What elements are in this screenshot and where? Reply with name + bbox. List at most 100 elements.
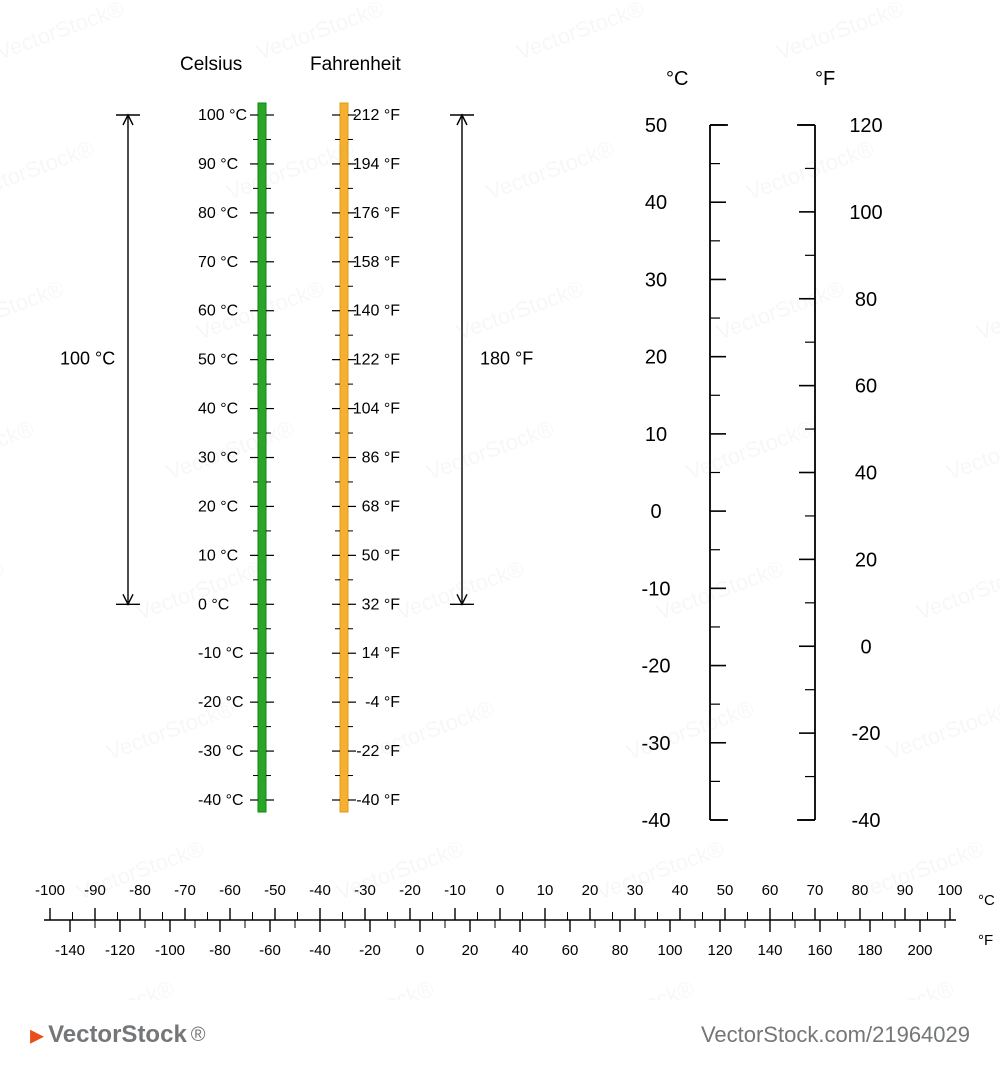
- celsius-tick-label: 90 °C: [198, 156, 238, 173]
- bottom-c-unit: °C: [978, 892, 995, 909]
- fahrenheit-title: Fahrenheit: [310, 54, 402, 75]
- right-c-tick-label: 20: [645, 347, 667, 369]
- right-c-tick-label: 10: [645, 424, 667, 446]
- bottom-c-label: 50: [717, 882, 734, 899]
- celsius-bar: [258, 103, 266, 812]
- fahrenheit-tick-label: 104 °F: [353, 401, 401, 418]
- celsius-tick-label: 100 °C: [198, 107, 247, 124]
- bottom-c-label: -30: [354, 882, 376, 899]
- right-f-tick-label: 20: [855, 549, 877, 571]
- bottom-c-label: 0: [496, 882, 504, 899]
- celsius-tick-label: 0 °C: [198, 596, 229, 613]
- bottom-c-label: -100: [35, 882, 65, 899]
- bottom-f-label: -120: [105, 942, 135, 959]
- right-f-tick-label: -40: [852, 810, 881, 832]
- right-f-tick-label: 80: [855, 289, 877, 311]
- bottom-f-label: 60: [562, 942, 579, 959]
- bottom-c-label: 80: [852, 882, 869, 899]
- bottom-f-label: 200: [907, 942, 932, 959]
- bottom-c-label: 60: [762, 882, 779, 899]
- bottom-f-label: 180: [857, 942, 882, 959]
- bottom-c-label: 100: [937, 882, 962, 899]
- bottom-f-label: -60: [259, 942, 281, 959]
- bottom-f-label: -100: [155, 942, 185, 959]
- celsius-tick-label: 20 °C: [198, 498, 238, 515]
- fahrenheit-tick-label: 140 °F: [353, 303, 401, 320]
- celsius-tick-label: 10 °C: [198, 547, 238, 564]
- bottom-f-label: 100: [657, 942, 682, 959]
- right-f-tick-label: 100: [849, 202, 882, 224]
- bottom-f-label: 120: [707, 942, 732, 959]
- fahrenheit-tick-label: 86 °F: [362, 450, 401, 467]
- fahrenheit-tick-label: 32 °F: [362, 596, 401, 613]
- right-c-tick-label: 50: [645, 115, 667, 137]
- right-f-tick-label: 0: [860, 636, 871, 658]
- bottom-c-label: 10: [537, 882, 554, 899]
- bottom-f-label: 20: [462, 942, 479, 959]
- celsius-tick-label: -20 °C: [198, 694, 244, 711]
- bottom-f-label: 160: [807, 942, 832, 959]
- bottom-f-label: 0: [416, 942, 424, 959]
- right-c-tick-label: -10: [642, 578, 671, 600]
- right-f-tick-label: -20: [852, 723, 881, 745]
- bottom-f-label: 40: [512, 942, 529, 959]
- bottom-c-label: -20: [399, 882, 421, 899]
- right-c-tick-label: 0: [650, 501, 661, 523]
- fahrenheit-tick-label: 14 °F: [362, 645, 401, 662]
- fahrenheit-tick-label: -40 °F: [356, 792, 400, 809]
- bottom-c-label: -50: [264, 882, 286, 899]
- fahrenheit-tick-label: 50 °F: [362, 547, 401, 564]
- fahrenheit-tick-label: -22 °F: [356, 743, 400, 760]
- bottom-c-label: 30: [627, 882, 644, 899]
- right-c-tick-label: -20: [642, 656, 671, 678]
- fahrenheit-tick-label: 68 °F: [362, 498, 401, 515]
- right-c-tick-label: -30: [642, 733, 671, 755]
- range-label-celsius: 100 °C: [60, 349, 115, 369]
- bottom-c-label: 70: [807, 882, 824, 899]
- bottom-f-label: 140: [757, 942, 782, 959]
- bottom-c-label: -90: [84, 882, 106, 899]
- celsius-tick-label: 40 °C: [198, 401, 238, 418]
- fahrenheit-tick-label: 122 °F: [353, 352, 401, 369]
- celsius-tick-label: -10 °C: [198, 645, 244, 662]
- bottom-c-label: 90: [897, 882, 914, 899]
- fahrenheit-tick-label: -4 °F: [365, 694, 400, 711]
- right-c-tick-label: 30: [645, 269, 667, 291]
- bottom-c-label: -10: [444, 882, 466, 899]
- right-f-header: °F: [815, 68, 835, 90]
- bottom-c-label: 40: [672, 882, 689, 899]
- celsius-tick-label: 50 °C: [198, 352, 238, 369]
- footer: ▸ VectorStock® VectorStock.com/21964029: [0, 1000, 1000, 1080]
- bottom-f-label: -140: [55, 942, 85, 959]
- fahrenheit-tick-label: 176 °F: [353, 205, 401, 222]
- bottom-c-label: -40: [309, 882, 331, 899]
- celsius-tick-label: -30 °C: [198, 743, 244, 760]
- fahrenheit-tick-label: 212 °F: [353, 107, 401, 124]
- range-label-fahrenheit: 180 °F: [480, 349, 533, 369]
- bottom-c-label: -80: [129, 882, 151, 899]
- bottom-f-label: 80: [612, 942, 629, 959]
- diagram-canvas: CelsiusFahrenheit100 °C212 °F90 °C194 °F…: [0, 0, 1000, 1000]
- bottom-c-label: 20: [582, 882, 599, 899]
- fahrenheit-bar: [340, 103, 348, 812]
- right-f-tick-label: 60: [855, 376, 877, 398]
- brand-logo: ▸ VectorStock®: [30, 1021, 206, 1049]
- image-id: VectorStock.com/21964029: [701, 1022, 970, 1048]
- celsius-title: Celsius: [180, 54, 242, 75]
- bottom-f-label: -80: [209, 942, 231, 959]
- celsius-tick-label: 80 °C: [198, 205, 238, 222]
- right-c-tick-label: -40: [642, 810, 671, 832]
- bottom-f-unit: °F: [978, 932, 993, 949]
- brand-text: VectorStock: [48, 1021, 187, 1049]
- bottom-f-label: -40: [309, 942, 331, 959]
- celsius-tick-label: 30 °C: [198, 450, 238, 467]
- fahrenheit-tick-label: 158 °F: [353, 254, 401, 271]
- right-c-header: °C: [666, 68, 688, 90]
- fahrenheit-tick-label: 194 °F: [353, 156, 401, 173]
- bottom-c-label: -70: [174, 882, 196, 899]
- brand-reg: ®: [191, 1024, 206, 1047]
- celsius-tick-label: 70 °C: [198, 254, 238, 271]
- right-c-tick-label: 40: [645, 192, 667, 214]
- bottom-f-label: -20: [359, 942, 381, 959]
- celsius-tick-label: -40 °C: [198, 792, 244, 809]
